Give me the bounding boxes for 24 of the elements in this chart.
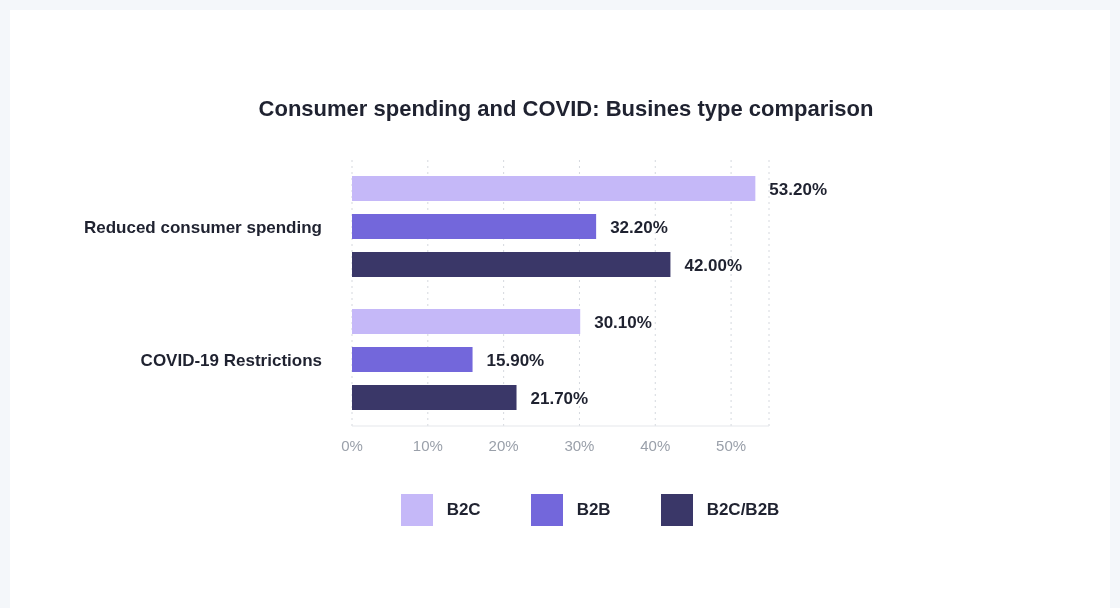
data-label: 15.90%: [486, 350, 545, 370]
x-tick-label: 30%: [564, 436, 595, 454]
data-label: 42.00%: [684, 255, 743, 275]
bar: [352, 347, 473, 372]
y-tick-label: COVID-19 Restrictions: [140, 350, 322, 370]
legend-label: B2C: [446, 500, 481, 520]
x-tick-label: 10%: [412, 436, 443, 454]
legend-label: B2B: [576, 500, 611, 520]
bar: [352, 214, 597, 239]
data-label: 53.20%: [769, 179, 828, 199]
bar: [352, 385, 517, 410]
data-label: 21.70%: [530, 388, 589, 408]
x-tick-label: 40%: [640, 436, 671, 454]
legend-label: B2C/B2B: [706, 500, 780, 520]
bar: [352, 176, 756, 201]
bar: [352, 252, 671, 277]
chart-title: Consumer spending and COVID: Busines type comparison: [257, 96, 875, 122]
data-label: 32.20%: [610, 217, 668, 237]
data-label: 30.10%: [594, 312, 652, 332]
x-tick-label: 20%: [488, 436, 519, 454]
y-tick-label: Reduced consumer spending: [83, 217, 322, 237]
x-tick-label: 50%: [716, 436, 747, 454]
x-tick-label: 0%: [341, 436, 363, 454]
bar: [352, 309, 581, 334]
